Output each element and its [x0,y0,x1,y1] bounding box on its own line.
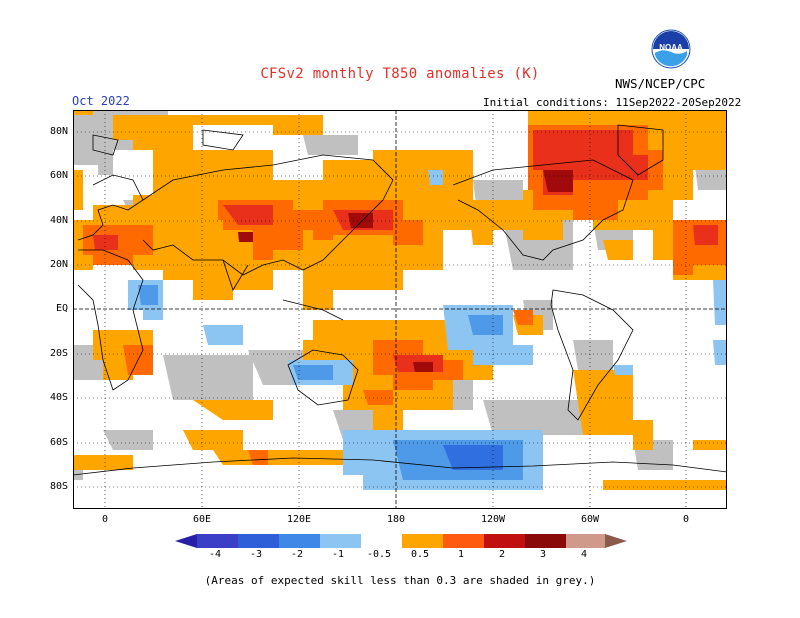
colorbar-label: -3 [249,549,263,560]
lat-label: 20S [49,348,68,359]
noaa-logo: NOAA [651,29,691,69]
colorbar [175,534,627,548]
coastlines [73,124,727,476]
colorbar-segment [279,534,320,548]
colorbar-label: -2 [290,549,304,560]
graticule [73,110,727,509]
lat-label: 40S [49,392,68,403]
lat-label: 80S [49,481,68,492]
colorbar-segment [197,534,238,548]
lat-label: 40N [49,215,68,226]
colorbar-label: -4 [208,549,222,560]
lon-label: 0 [101,514,109,525]
colorbar-arrow-low [175,534,197,548]
lat-label: 20N [49,259,68,270]
colorbar-segment [361,534,402,548]
lat-label: 80N [49,126,68,137]
colorbar-label: 2 [498,549,506,560]
negative-anomaly-2-3 [443,445,503,470]
lon-label: 60E [192,514,212,525]
colorbar-segment [525,534,566,548]
colorbar-segment [443,534,484,548]
colorbar-segment [238,534,279,548]
colorbar-segment [566,534,605,548]
colorbar-segment [402,534,443,548]
chart-title: CFSv2 monthly T850 anomalies (K) [260,66,540,82]
logo-text: NOAA [659,43,683,52]
colorbar-segment [320,534,361,548]
lat-label: 60N [49,170,68,181]
lon-label: 60W [580,514,600,525]
lat-label: 60S [49,437,68,448]
colorbar-label: 1 [457,549,465,560]
lon-label: 120E [286,514,312,525]
anomaly-map [73,110,727,509]
colorbar-label: 3 [539,549,547,560]
forecast-month: Oct 2022 [72,94,130,108]
org-label: NWS/NCEP/CPC [615,76,706,91]
colorbar-arrow-high [605,534,627,548]
lon-label: 0 [682,514,690,525]
colorbar-label: -0.5 [366,549,392,560]
colorbar-label: 0.5 [410,549,430,560]
colorbar-label: 4 [580,549,588,560]
colorbar-segment [484,534,525,548]
colorbar-label: -1 [331,549,345,560]
equator-dateline [73,110,727,509]
initial-conditions: Initial conditions: 11Sep2022-20Sep2022 [483,96,742,109]
skill-footnote: (Areas of expected skill less than 0.3 a… [204,574,596,587]
lon-label: 120W [480,514,506,525]
lat-label: EQ [55,303,68,314]
lon-label: 180 [386,514,406,525]
